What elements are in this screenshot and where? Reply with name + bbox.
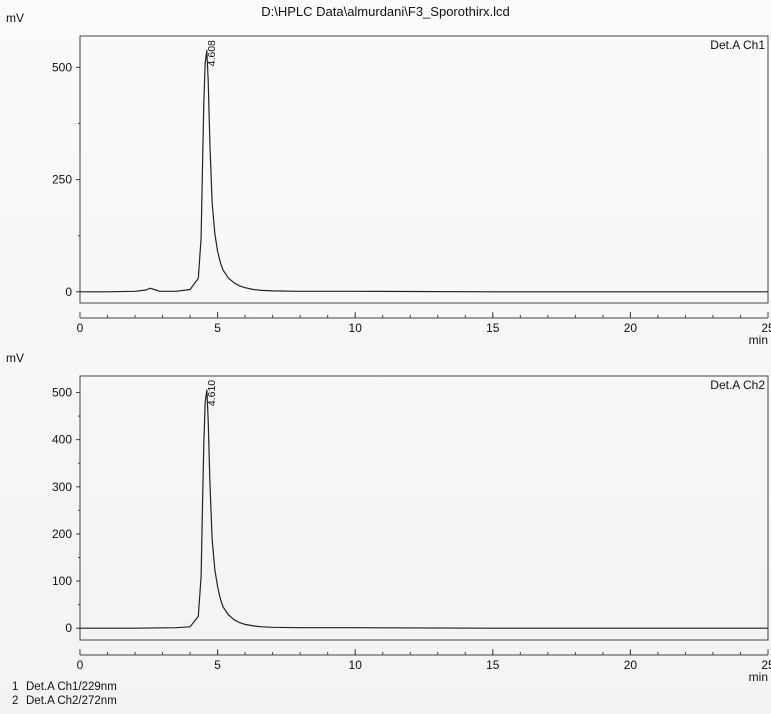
x-tick-label: 25: [761, 321, 771, 335]
y-tick-label: 0: [65, 285, 72, 299]
x-tick-label: 15: [486, 321, 500, 335]
y-tick-label: 100: [52, 574, 72, 588]
plot-frame: [79, 35, 769, 304]
x-axis-unit-label: min: [749, 333, 768, 347]
channel-label: Det.A Ch2: [710, 378, 765, 392]
legend-entry-label: Det.A Ch2/272nm: [26, 695, 117, 707]
x-axis-unit-label: min: [749, 670, 768, 684]
x-tick-label: 25: [761, 658, 771, 672]
x-tick-label: 10: [349, 658, 363, 672]
x-tick-label: 10: [349, 321, 363, 335]
y-tick-label: 500: [52, 60, 72, 74]
y-axis-unit-label: mV: [6, 11, 24, 25]
x-tick-label: 5: [214, 658, 221, 672]
file-title: D:\HPLC Data\almurdani\F3_Sporothirx.lcd: [261, 4, 510, 19]
x-tick-label: 5: [214, 321, 221, 335]
peak-retention-time-label: 4.608: [206, 40, 218, 66]
legend-entry-number: 2: [12, 695, 19, 707]
peak-retention-time-label: 4.610: [206, 380, 218, 406]
y-tick-label: 200: [52, 527, 72, 541]
x-tick-label: 20: [624, 658, 638, 672]
chromatogram-trace: [80, 389, 768, 629]
y-axis-unit-label: mV: [6, 351, 24, 365]
x-tick-label: 20: [624, 321, 638, 335]
legend-entry-number: 1: [12, 681, 19, 693]
channel-label: Det.A Ch1: [710, 38, 765, 52]
legend-entry-2: 2 Det.A Ch2/272nm: [12, 694, 117, 708]
legend-entry-label: Det.A Ch1/229nm: [26, 681, 117, 693]
y-tick-label: 500: [52, 386, 72, 400]
x-tick-label: 0: [77, 658, 84, 672]
legend-entry-1: 1 Det.A Ch1/229nm: [12, 680, 117, 694]
plot-frame: [79, 375, 769, 641]
x-tick-label: 0: [77, 321, 84, 335]
y-tick-label: 300: [52, 480, 72, 494]
x-tick-label: 15: [486, 658, 500, 672]
detector-legend: 1 Det.A Ch1/229nm 2 Det.A Ch2/272nm: [12, 680, 117, 708]
y-tick-label: 0: [65, 621, 72, 635]
y-tick-label: 250: [52, 173, 72, 187]
chromatogram-trace: [80, 49, 768, 293]
y-tick-label: 400: [52, 433, 72, 447]
